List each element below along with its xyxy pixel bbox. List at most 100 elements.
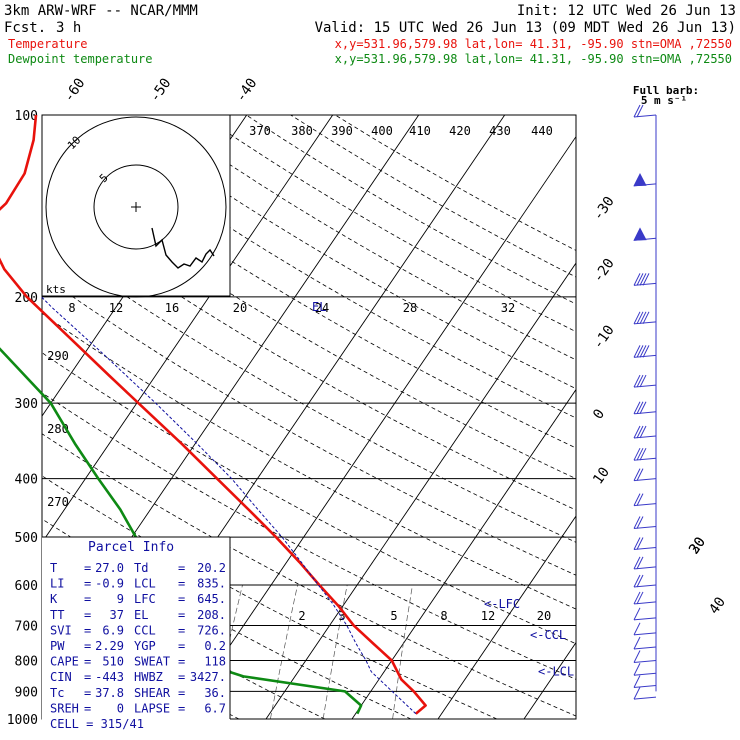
wind-barb [633, 516, 657, 529]
temperature-line [0, 114, 427, 715]
theta-label: 390 [331, 124, 353, 138]
isotherm-line [696, 115, 740, 719]
hodograph-axis-label: 28 [403, 301, 417, 315]
wind-barb [633, 172, 657, 187]
theta-label: 270 [47, 495, 69, 509]
parcel-info-equals: = [178, 577, 185, 591]
wind-barb [633, 607, 657, 621]
parcel-info-value: 118 [204, 655, 226, 669]
dry-adiabat-line [42, 164, 576, 480]
theta-label: 370 [249, 124, 271, 138]
parcel-info-equals: = [84, 670, 91, 684]
parcel-info-equals: = [84, 639, 91, 653]
wind-barb [633, 345, 657, 358]
wind-barbs [633, 104, 657, 700]
parcel-info-equals: = [178, 592, 185, 606]
parcel-info-value: -0.9 [95, 577, 124, 591]
model-title: 3km ARW-WRF -- NCAR/MMM [4, 3, 198, 19]
isotherm-line [437, 515, 576, 719]
pressure-tick-label: 700 [15, 619, 38, 634]
init-time: Init: 12 UTC Wed 26 Jun 13 [517, 3, 736, 19]
parcel-info-value: 20.2 [197, 561, 226, 575]
parcel-info-key: Td [134, 561, 148, 575]
wind-barb [633, 622, 657, 636]
parcel-info-value: -443 [95, 670, 124, 684]
dry-adiabat-line [112, 115, 576, 390]
forecast-hour: 3 h [56, 20, 81, 36]
parcel-level-marker: <-LCL [538, 665, 574, 679]
parcel-info-equals: = [84, 608, 91, 622]
wind-barb [633, 104, 657, 118]
dry-adiabat-line [245, 115, 576, 305]
parcel-info-cell: CELL = 315/41 [50, 717, 144, 731]
parcel-info-value: 835. [197, 577, 226, 591]
pressure-tick-label: 900 [15, 685, 38, 700]
parcel-info-equals: = [178, 608, 185, 622]
dry-adiabat-line [42, 475, 498, 719]
isotherm-label: 40 [706, 594, 729, 617]
parcel-info-value: 0.2 [204, 639, 226, 653]
parcel-info-key: EL [134, 608, 148, 622]
parcel-info-value: 9 [117, 592, 124, 606]
parcel-info-value: 6.7 [204, 701, 226, 715]
parcel-info-equals: = [84, 577, 91, 591]
isotherm-label: -10 [590, 322, 618, 352]
parcel-info-value: 726. [197, 623, 226, 637]
parcel-info-value: 37.8 [95, 686, 124, 700]
parcel-info-panel: Parcel Info T = 27.0 Td = 20.2 LI = -0.9 LCL = 835. K… [42, 536, 231, 731]
parcel-info-value: 36. [204, 686, 226, 700]
theta-label: 290 [47, 349, 69, 363]
isotherm-line [265, 262, 576, 719]
isotherm-line [42, 115, 334, 544]
parcel-info-value: 37 [110, 608, 124, 622]
wind-barb [633, 374, 657, 388]
parcel-level-marker: <-CCL [530, 628, 566, 642]
parcel-info-equals: = [178, 686, 185, 700]
parcel-info-key: T [50, 561, 57, 575]
barb-legend-unit: 5 m s⁻¹ [641, 94, 687, 107]
parcel-info-value: 2.29 [95, 639, 124, 653]
hodograph-trace [151, 227, 215, 269]
parcel-info-key: CCL [134, 623, 156, 637]
parcel-level-marker: EL [312, 300, 326, 314]
parcel-info-key: LAPSE [134, 701, 170, 715]
pressure-tick-label: 1000 [7, 713, 38, 728]
isotherm-label: -30 [590, 194, 618, 224]
temperature-location-info: x,y=531.96,579.98 lat,lon= 41.31, -95.90… [335, 37, 732, 51]
isotherm-line [351, 388, 576, 719]
parcel-info-value: 27.0 [95, 561, 124, 575]
theta-label: 430 [489, 124, 511, 138]
barb-legend-title: Full barb: [633, 84, 699, 97]
isotherm-label: -20 [590, 256, 618, 286]
pressure-tick-label: 400 [15, 473, 38, 488]
parcel-info-equals: = [84, 686, 91, 700]
parcel-info-key: HWBZ [134, 670, 163, 684]
hodograph-axis-label: 12 [109, 301, 123, 315]
theta-label: 440 [531, 124, 553, 138]
wind-barb [633, 556, 657, 570]
parcel-info-key: LCL [134, 577, 156, 591]
wind-barb [633, 537, 657, 550]
wind-barb [633, 636, 657, 650]
pressure-tick-label: 800 [15, 654, 38, 669]
parcel-info-key: SHEAR [134, 686, 171, 700]
wind-barb [633, 311, 657, 325]
theta-label: 410 [409, 124, 431, 138]
wind-barb [633, 663, 657, 676]
mixing-ratio-label: 5 [390, 609, 397, 623]
dry-adiabat-line [42, 352, 576, 645]
parcel-info-equals: = [178, 701, 185, 715]
dry-adiabat-line [156, 115, 576, 361]
forecast-label: Fcst. [4, 20, 46, 36]
wind-barb [633, 675, 657, 688]
wind-barb [633, 650, 657, 663]
hodograph-axis-label: 24 [315, 301, 329, 315]
parcel-info-value: 208. [197, 608, 226, 622]
parcel-level-marker: <-LFC [484, 597, 520, 611]
isotherm-label: 30 [686, 534, 709, 557]
isotherm-line [610, 115, 740, 719]
isotherm-label: -70 [0, 75, 3, 105]
parcel-info-value: 6.9 [102, 623, 124, 637]
